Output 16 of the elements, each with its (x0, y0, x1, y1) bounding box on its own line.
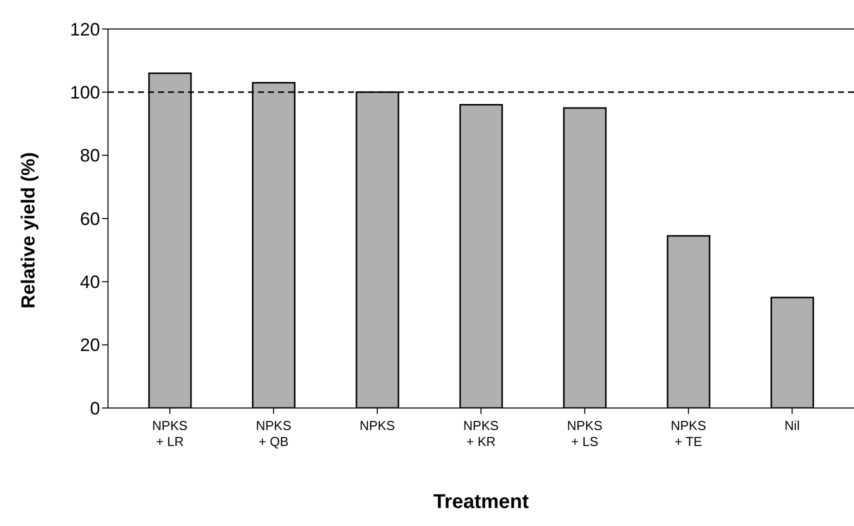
x-tick-label: NPKS + QB (256, 418, 292, 449)
x-axis-title: Treatment (433, 491, 530, 513)
y-axis-title: Relative yield (%) (18, 152, 40, 308)
y-tick-label: 60 (80, 208, 100, 229)
y-tick-label: 20 (80, 335, 100, 356)
x-tick-label: NPKS + KR (463, 418, 500, 449)
y-tick-label: 120 (70, 19, 100, 40)
y-tick-label: 80 (80, 146, 100, 166)
y-tick-label: 40 (80, 272, 100, 292)
y-tick-label: 0 (90, 398, 100, 418)
x-tick-label: NPKS + TE (670, 418, 706, 449)
x-tick-label: NPKS + LR (152, 418, 188, 449)
x-tick-label: Nil (784, 418, 800, 433)
x-tick-label: NPKS + LS (567, 418, 603, 449)
x-tick-label: NPKS (360, 418, 396, 433)
y-tick-label: 100 (70, 82, 100, 103)
